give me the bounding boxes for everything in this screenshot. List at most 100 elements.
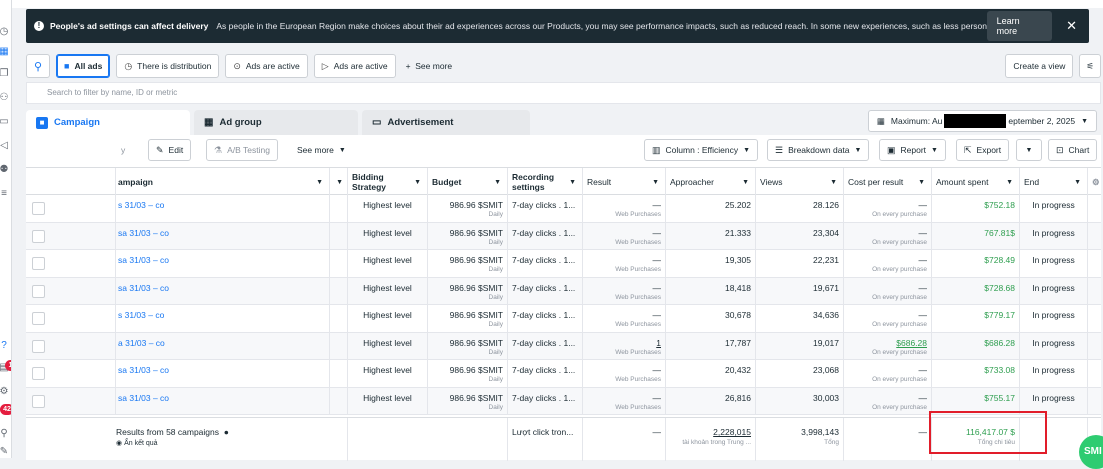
row-checkbox[interactable] — [32, 202, 45, 215]
cell-recording-value: 7-day clicks . 1... — [512, 392, 576, 403]
cell-cpr-value: — — [918, 200, 928, 210]
cell-views: 22,231 — [756, 250, 844, 277]
row-checkbox[interactable] — [32, 284, 45, 298]
menu-icon[interactable]: ≡ — [1, 188, 7, 199]
create-view-button[interactable]: Create a view — [1005, 54, 1074, 78]
breakdown-button[interactable]: ☰ Breakdown data ▼ — [767, 139, 870, 161]
billing-icon[interactable]: ▭ — [0, 116, 9, 127]
group-icon: ⊙ — [233, 60, 241, 71]
campaign-name-link[interactable]: sa 31/03 – co — [118, 282, 170, 293]
cell-spent-value: $728.49 — [984, 255, 1015, 265]
header-bidding[interactable]: Bidding Strategy ▼ — [348, 168, 428, 195]
table-row[interactable]: sa 31/03 – co Highest level 986.96 $SMIT Da… — [26, 222, 1101, 250]
notifications-icon[interactable]: ▤ — [0, 362, 9, 373]
cell-budget-value: 986.96 $SMIT — [449, 310, 503, 320]
clock-icon[interactable]: ◷ — [0, 26, 9, 37]
cell-spent: $755.17 — [932, 387, 1020, 415]
chart-button[interactable]: ⊡ Chart — [1048, 139, 1098, 161]
close-icon[interactable]: ✕ — [1066, 18, 1077, 33]
ads-active-filter[interactable]: ⊙ Ads are active — [225, 54, 308, 78]
learn-more-button[interactable]: Learn more — [986, 11, 1053, 41]
people-icon[interactable]: ⚉ — [0, 164, 9, 175]
export-dropdown[interactable]: ▼ — [1016, 139, 1042, 161]
cell-name: sa 31/03 – co — [116, 387, 330, 415]
campaign-name-link[interactable]: sa 31/03 – co — [118, 365, 170, 375]
header-cost-per-result[interactable]: Cost per result ▼ — [844, 168, 932, 195]
date-range-picker[interactable]: ▦ Maximum: Au eptember 2, 2025 ▼ — [867, 110, 1097, 132]
bug-icon[interactable]: ✎ — [0, 446, 9, 457]
partial-button[interactable]: y — [114, 139, 133, 161]
table-row[interactable]: sa 31/03 – co Highest level 986.96 $SMIT Da… — [26, 387, 1101, 415]
header-bidding-label: Bidding Strategy — [352, 171, 387, 192]
cell-end-value: In progress — [1032, 337, 1075, 348]
summary-views-value: 3,998,143 — [801, 427, 839, 437]
cell-budget-sub: Daily — [488, 266, 503, 273]
table-row[interactable]: s 31/03 – co Highest level 986.96 $SMIT Dai… — [26, 305, 1101, 333]
tab-ad-group[interactable]: ▦ Ad group — [194, 110, 358, 135]
hide-results[interactable]: ◉ Ẩn kết quả — [116, 439, 343, 447]
header-approacher[interactable]: Approacher ▼ — [666, 168, 756, 195]
distribution-filter[interactable]: ◷ There is distribution — [116, 54, 220, 78]
all-ads-filter[interactable]: ■ All ads — [56, 54, 111, 78]
table-icon[interactable]: ▦ — [0, 46, 9, 57]
campaign-name-link[interactable]: s 31/03 – co — [118, 200, 165, 210]
search-button[interactable]: ⚲ — [26, 54, 50, 78]
cell-bidding: Highest level — [348, 332, 428, 360]
cell-views-value: 22,231 — [813, 255, 839, 265]
table-row[interactable]: s 31/03 – co Highest level 986.96 $SMIT Dai… — [26, 195, 1101, 223]
cell-approacher-value: 20,432 — [725, 365, 751, 375]
row-checkbox[interactable] — [32, 367, 45, 380]
help-icon[interactable]: ? — [1, 340, 7, 351]
report-button[interactable]: ▣ Report ▼ — [879, 139, 946, 161]
row-checkbox[interactable] — [32, 229, 45, 243]
ads-active-filter-2[interactable]: ▷ Ads are active — [313, 54, 396, 78]
header-end[interactable]: End ▼ — [1020, 168, 1088, 195]
summary-cpr-value: — — [918, 427, 928, 437]
header-delivery[interactable]: ▼ — [330, 168, 348, 195]
pages-icon[interactable]: ❐ — [0, 68, 9, 79]
row-select-cell — [26, 277, 116, 305]
export-button[interactable]: ⇱ Export — [956, 139, 1010, 161]
table-row[interactable]: sa 31/03 – co Highest level 986.96 $SMIT Da… — [26, 250, 1101, 278]
see-more-toolbar[interactable]: See more ▼ — [290, 139, 353, 161]
see-more-filters[interactable]: + See more — [406, 61, 453, 71]
campaign-name-link[interactable]: a 31/03 – co — [118, 337, 165, 348]
campaign-name-link[interactable]: sa 31/03 – co — [118, 392, 170, 403]
campaign-name-link[interactable]: s 31/03 – co — [118, 310, 165, 320]
tab-campaign[interactable]: ■ Campaign — [26, 110, 190, 135]
header-views[interactable]: Views ▼ — [756, 168, 844, 195]
summary-result-text: — — [652, 427, 662, 437]
audience-icon[interactable]: ⚇ — [0, 92, 9, 103]
search-filter-input[interactable]: Search to filter by name, ID or metric — [26, 82, 1101, 104]
filter-settings-button[interactable]: ⚟ — [1079, 54, 1101, 78]
table-row[interactable]: sa 31/03 – co Highest level 986.96 $SMIT Da… — [26, 360, 1101, 388]
row-checkbox[interactable] — [32, 257, 45, 270]
search-icon[interactable]: ⚲ — [0, 428, 8, 439]
header-campaign[interactable]: ampaign ▼ — [116, 168, 330, 195]
column-selector[interactable]: ▥ Column : Efficiency ▼ — [644, 139, 759, 161]
info-icon[interactable]: ● — [223, 427, 229, 437]
header-amount-spent[interactable]: Amount spent ▼ — [932, 168, 1020, 195]
row-checkbox[interactable] — [32, 394, 45, 408]
header-recording[interactable]: Recording settings ▼ — [508, 168, 583, 195]
cell-name: sa 31/03 – co — [116, 277, 330, 305]
campaign-name-link[interactable]: sa 31/03 – co — [118, 227, 170, 238]
header-result[interactable]: Result ▼ — [583, 168, 666, 195]
cell-views-value: 34,636 — [813, 310, 839, 320]
settings-icon[interactable]: ⚙ — [0, 386, 9, 397]
tab-advertisement[interactable]: ▭ Advertisement — [362, 110, 530, 135]
cell-result-value: — — [652, 310, 662, 320]
ab-testing-button[interactable]: ⚗ A/B Testing — [206, 139, 278, 161]
header-settings[interactable]: ⚙ — [1088, 168, 1101, 195]
megaphone-icon[interactable]: ◁ — [0, 140, 8, 151]
row-checkbox[interactable] — [32, 312, 45, 325]
help-widget[interactable]: SMI — [1079, 435, 1103, 469]
header-budget[interactable]: Budget ▼ — [428, 168, 508, 195]
cell-bidding-value: Highest level — [363, 392, 412, 403]
row-checkbox[interactable] — [32, 339, 45, 353]
table-row[interactable]: sa 31/03 – co Highest level 986.96 $SMIT Da… — [26, 277, 1101, 305]
cell-result-value: — — [652, 365, 662, 375]
table-row[interactable]: a 31/03 – co Highest level 986.96 $SMIT Dai… — [26, 332, 1101, 360]
campaign-name-link[interactable]: sa 31/03 – co — [118, 255, 170, 265]
edit-button[interactable]: ✎ Edit — [148, 139, 192, 161]
